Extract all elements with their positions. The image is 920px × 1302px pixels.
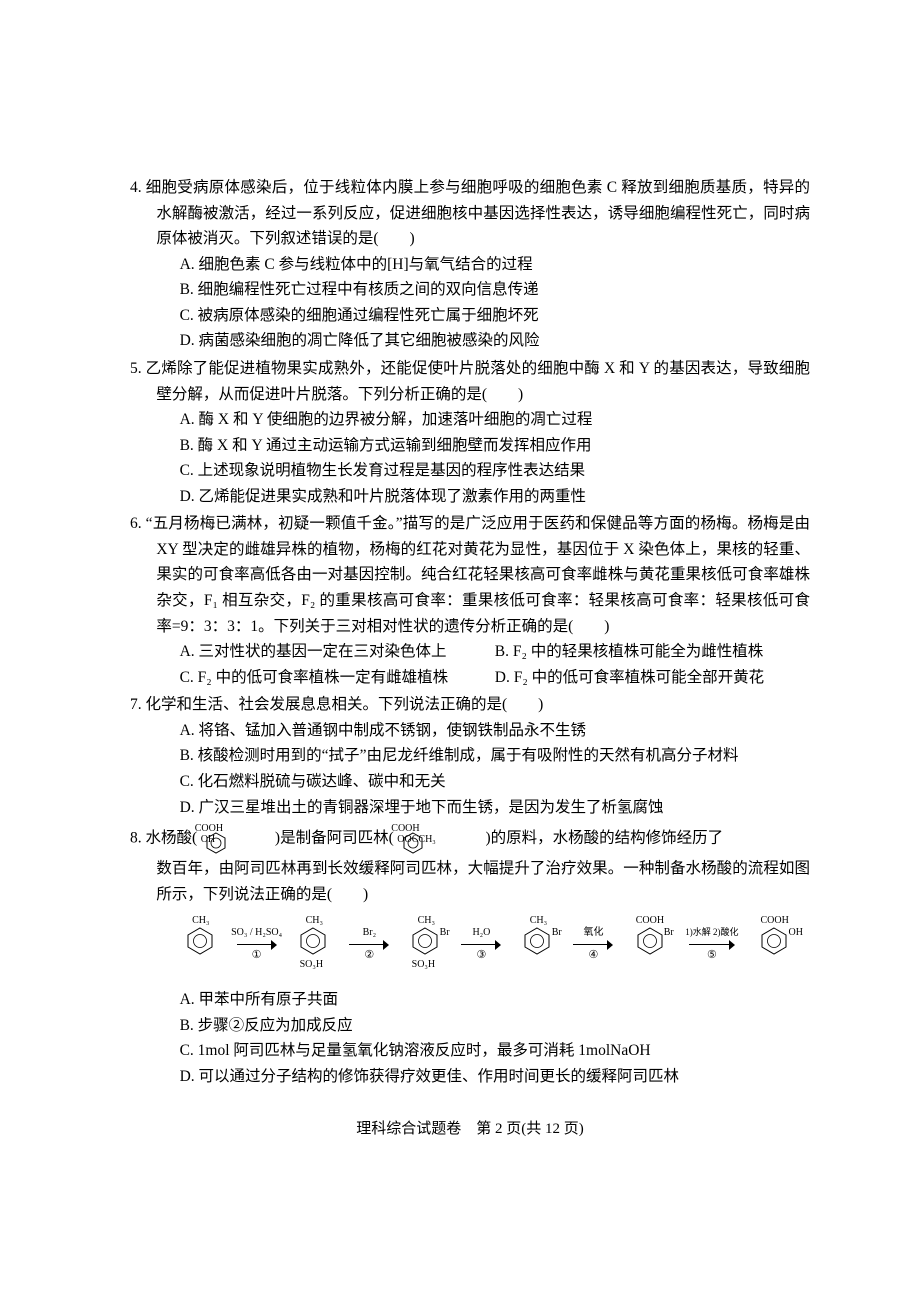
node6-rt: OH (789, 925, 803, 942)
question-7: 7. 化学和生活、社会发展息息相关。下列说法正确的是( ) A. 将铬、锰加入普… (130, 692, 810, 820)
q8-stem-pre: 水杨酸( (146, 830, 198, 847)
node3-bot: SO₃H (412, 957, 436, 974)
salicylic-acid-structure-icon: COOH OH (201, 822, 271, 856)
question-4-stem: 4. 细胞受病原体感染后，位于线粒体内膜上参与细胞呼吸的细胞色素 C 释放到细胞… (130, 175, 810, 252)
question-8-stem-line2: 数百年，由阿司匹林再到长效缓释阿司匹林，大幅提升了治疗效果。一种制备水杨酸的流程… (130, 856, 810, 907)
arrow5-bot: ⑤ (707, 950, 717, 962)
aspirin-structure-icon: COOH OOCCH₃ (398, 822, 482, 856)
node1-top: CH₃ (192, 913, 209, 930)
arrow1-bot: ① (252, 950, 262, 962)
q7-stem-text: 化学和生活、社会发展息息相关。下列说法正确的是( ) (146, 696, 544, 713)
q7-option-d: D. 广汉三星堆出土的青铜器深埋于地下而生锈，是因为发生了析氢腐蚀 (180, 795, 810, 821)
node5-top: COOH (636, 913, 664, 930)
struct1-top: COOH (221, 821, 223, 838)
flow-arrow-5: 1)水解 2)酸化 ⑤ (685, 928, 738, 962)
flow-arrow-3: H₂O ③ (461, 928, 502, 962)
flow-arrow-1: SO₃ / H₂SO₄ ① (236, 928, 278, 962)
arrow-icon (573, 940, 613, 950)
struct2-side: OOCCH₃ (424, 832, 436, 849)
q8-option-c: C. 1mol 阿司匹林与足量氢氧化钠溶液反应时，最多可消耗 1molNaOH (180, 1038, 810, 1064)
node2-top: CH₃ (306, 913, 323, 930)
q4-option-d: D. 病菌感染细胞的凋亡降低了其它细胞被感染的风险 (180, 328, 810, 354)
q4-option-c: C. 被病原体感染的细胞通过编程性死亡属于细胞坏死 (180, 303, 810, 329)
q5-option-b: B. 酶 X 和 Y 通过主动运输方式运输到细胞壁而发挥相应作用 (180, 433, 810, 459)
q7-option-b: B. 核酸检测时用到的“拭子”由尼龙纤维制成，属于有吸附性的天然有机高分子材料 (180, 743, 810, 769)
question-6-options-row1: A. 三对性状的基因一定在三对染色体上 B. F₂ 中的轻果核植株可能全为雌性植… (130, 639, 810, 665)
arrow5-top: 1)水解 2)酸化 (685, 928, 738, 940)
node4-top: CH₃ (530, 913, 547, 930)
flow-node-6: COOH OH (739, 913, 810, 977)
arrow2-top: Br₂ (363, 928, 377, 940)
arrow1-top: SO₃ / H₂SO₄ (231, 928, 282, 940)
q4-option-b: B. 细胞编程性死亡过程中有核质之间的双向信息传递 (180, 277, 810, 303)
question-7-options: A. 将铬、锰加入普通钢中制成不锈钢，使钢铁制品永不生锈 B. 核酸检测时用到的… (130, 718, 810, 820)
flow-node-1: CH₃ (164, 913, 235, 977)
flow-node-5: COOH Br (614, 913, 685, 977)
question-7-stem: 7. 化学和生活、社会发展息息相关。下列说法正确的是( ) (130, 692, 810, 718)
question-6: 6. “五月杨梅已满林，初疑一颗值千金。”描写的是广泛应用于医药和保健品等方面的… (130, 511, 810, 690)
arrow3-top: H₂O (472, 928, 490, 940)
q5-num: 5. (130, 360, 142, 377)
q6-stem-text: “五月杨梅已满林，初疑一颗值千金。”描写的是广泛应用于医药和保健品等方面的杨梅。… (146, 515, 810, 634)
q6-option-c: C. F₂ 中的低可食率植株一定有雌雄植株 (180, 665, 495, 691)
node3-rt: Br (440, 925, 450, 942)
q5-option-c: C. 上述现象说明植物生长发育过程是基因的程序性表达结果 (180, 458, 810, 484)
q8-option-a: A. 甲苯中所有原子共面 (180, 987, 810, 1013)
q4-option-a: A. 细胞色素 C 参与线粒体中的[H]与氧气结合的过程 (180, 252, 810, 278)
node3-top: CH₃ (418, 913, 435, 930)
q8-option-d: D. 可以通过分子结构的修饰获得疗效更佳、作用时间更长的缓释阿司匹林 (180, 1064, 810, 1090)
flow-arrow-2: Br₂ ② (349, 928, 390, 962)
node2-bot: SO₃H (300, 957, 324, 974)
question-4: 4. 细胞受病原体感染后，位于线粒体内膜上参与细胞呼吸的细胞色素 C 释放到细胞… (130, 175, 810, 354)
q8-num: 8. (130, 830, 142, 847)
question-8-stem-line1: 8. 水杨酸( COOH OH )是制备阿司匹林( COOH OOCCH₃ )的… (130, 822, 810, 856)
q5-option-d: D. 乙烯能促进果实成熟和叶片脱落体现了激素作用的两重性 (180, 484, 810, 510)
arrow-icon (349, 940, 389, 950)
q6-option-b: B. F₂ 中的轻果核植株可能全为雌性植株 (495, 639, 810, 665)
question-6-options-row2: C. F₂ 中的低可食率植株一定有雌雄植株 D. F₂ 中的低可食率植株可能全部… (130, 665, 810, 691)
arrow4-bot: ④ (589, 950, 599, 962)
question-5-options: A. 酶 X 和 Y 使细胞的边界被分解，加速落叶细胞的凋亡过程 B. 酶 X … (130, 407, 810, 509)
arrow-icon (237, 940, 277, 950)
node4-rt: Br (552, 925, 562, 942)
arrow2-bot: ② (364, 950, 374, 962)
q7-num: 7. (130, 696, 142, 713)
q5-option-a: A. 酶 X 和 Y 使细胞的边界被分解，加速落叶细胞的凋亡过程 (180, 407, 810, 433)
node6-top: COOH (761, 913, 789, 930)
arrow4-top: 氧化 (583, 928, 603, 940)
q7-option-c: C. 化石燃料脱硫与碳达峰、碳中和无关 (180, 769, 810, 795)
reaction-flow-diagram: CH₃ SO₃ / H₂SO₄ ① CH₃ SO₃H Br₂ ② CH₃ Br … (130, 913, 810, 977)
q8-stem-post: )的原料，水杨酸的结构修饰经历了 (486, 830, 724, 847)
flow-node-3: CH₃ Br SO₃H (390, 913, 461, 977)
question-8-options: A. 甲苯中所有原子共面 B. 步骤②反应为加成反应 C. 1mol 阿司匹林与… (130, 987, 810, 1089)
flow-node-4: CH₃ Br (502, 913, 573, 977)
node5-rt: Br (664, 925, 674, 942)
flow-arrow-4: 氧化 ④ (573, 928, 614, 962)
question-5: 5. 乙烯除了能促进植物果实成熟外，还能促使叶片脱落处的细胞中酶 X 和 Y 的… (130, 356, 810, 509)
q4-num: 4. (130, 179, 142, 196)
q4-stem-text: 细胞受病原体感染后，位于线粒体内膜上参与细胞呼吸的细胞色素 C 释放到细胞质基质… (146, 179, 810, 247)
q6-option-d: D. F₂ 中的低可食率植株可能全部开黄花 (495, 665, 810, 691)
q8-option-b: B. 步骤②反应为加成反应 (180, 1013, 810, 1039)
question-4-options: A. 细胞色素 C 参与线粒体中的[H]与氧气结合的过程 B. 细胞编程性死亡过… (130, 252, 810, 354)
arrow-icon (461, 940, 501, 950)
question-8: 8. 水杨酸( COOH OH )是制备阿司匹林( COOH OOCCH₃ )的… (130, 822, 810, 1089)
question-6-stem: 6. “五月杨梅已满林，初疑一颗值千金。”描写的是广泛应用于医药和保健品等方面的… (130, 511, 810, 639)
q7-option-a: A. 将铬、锰加入普通钢中制成不锈钢，使钢铁制品永不生锈 (180, 718, 810, 744)
question-5-stem: 5. 乙烯除了能促进植物果实成熟外，还能促使叶片脱落处的细胞中酶 X 和 Y 的… (130, 356, 810, 407)
q8-stem-mid: )是制备阿司匹林( (275, 830, 394, 847)
arrow3-bot: ③ (476, 950, 486, 962)
q6-num: 6. (130, 515, 142, 532)
arrow-icon (689, 940, 735, 950)
q6-option-a: A. 三对性状的基因一定在三对染色体上 (180, 639, 495, 665)
page-footer: 理科综合试题卷 第 2 页(共 12 页) (130, 1117, 810, 1142)
q5-stem-text: 乙烯除了能促进植物果实成熟外，还能促使叶片脱落处的细胞中酶 X 和 Y 的基因表… (146, 360, 810, 403)
flow-node-2: CH₃ SO₃H (278, 913, 349, 977)
